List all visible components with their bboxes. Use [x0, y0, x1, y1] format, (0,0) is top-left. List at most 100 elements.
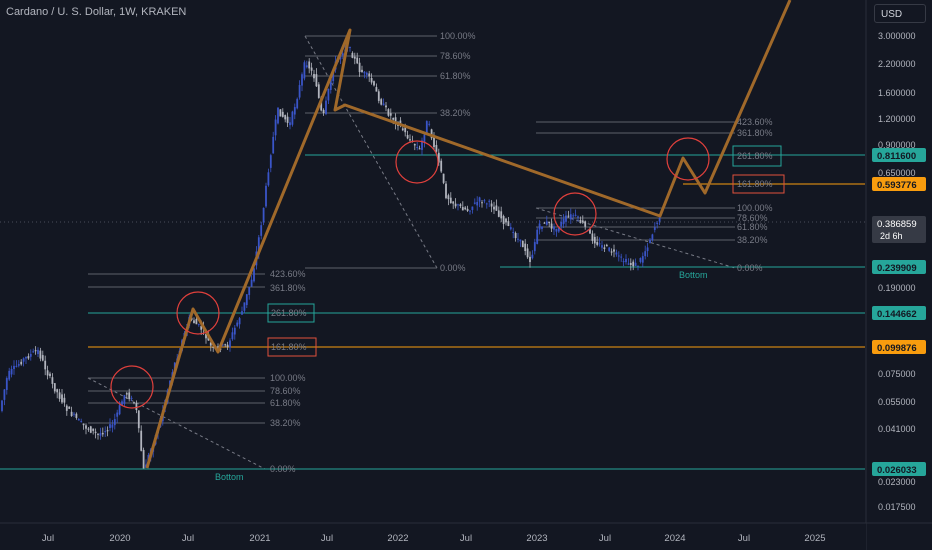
candle-body [253, 268, 255, 282]
candle-body [128, 392, 131, 400]
fib-2021-label-0: 0.00% [440, 263, 466, 273]
fib-2020-lines [88, 273, 265, 424]
candle-body [433, 135, 435, 148]
candle-body [425, 121, 428, 135]
candle-body [567, 215, 570, 217]
candle-body [541, 226, 543, 229]
candle-body [521, 240, 524, 248]
candle-body [658, 217, 661, 222]
candle-body [627, 263, 630, 265]
candle-body [10, 368, 13, 375]
candle-body [377, 91, 380, 101]
candle-body [473, 202, 476, 204]
candle-body [622, 261, 625, 263]
fib-2023-label-786: 78.60% [737, 213, 768, 223]
candle-body [56, 389, 59, 393]
candle-body [440, 160, 443, 172]
candle-body [351, 52, 354, 58]
candle-body [610, 251, 613, 253]
badge-countdown: 2d 6h [880, 231, 903, 241]
candle-body [250, 279, 253, 287]
candle-body [279, 109, 282, 117]
candle-body [353, 56, 356, 59]
candle-body [248, 287, 251, 295]
candle-body [358, 62, 361, 73]
symbol-title: Cardano / U. S. Dollar, 1W, KRAKEN [6, 6, 187, 18]
candle-body [94, 431, 97, 433]
candle-body [80, 421, 83, 423]
candle-body [310, 67, 313, 71]
candle-body [13, 365, 15, 370]
fib-2023-label-100: 100.00% [737, 203, 773, 213]
candle-body [461, 207, 464, 211]
candle-body [286, 116, 289, 123]
time-axis-panel[interactable] [0, 523, 866, 550]
fib-2020-label-786: 78.60% [270, 386, 301, 396]
candle-body [325, 100, 327, 115]
candle-body [392, 117, 395, 120]
badge-0811600: 0.811600 [877, 151, 916, 162]
fib-2020-label-3618: 361.80% [270, 283, 306, 293]
candle-body [70, 411, 73, 416]
candle-body [137, 410, 140, 429]
price-tick-0.055: 0.055000 [878, 397, 916, 407]
candle-body [209, 342, 212, 346]
candle-body [589, 229, 591, 234]
candle-body [123, 395, 126, 404]
candle-body [538, 223, 541, 230]
fib-2023-label-4236: 423.60% [737, 117, 773, 127]
candle-body [370, 78, 373, 83]
candle-body [135, 402, 138, 411]
candle-body [49, 373, 51, 377]
candle-body [269, 155, 272, 168]
price-tick-1.2: 1.200000 [878, 114, 916, 124]
candle-body [584, 221, 587, 227]
badge-0593776: 0.593776 [877, 180, 917, 191]
candle-body [524, 243, 527, 252]
price-tick-0.023: 0.023000 [878, 477, 916, 487]
candle-body [394, 117, 397, 124]
fib-2020-label-2618: 261.80% [271, 308, 307, 318]
candle-body [478, 197, 481, 202]
candle-body [476, 201, 479, 206]
time-tick-2024: 2024 [664, 533, 685, 544]
fib-2023-label-1618: 161.80% [737, 179, 773, 189]
candle-body [399, 120, 402, 126]
candle-body [329, 79, 332, 90]
candle-body [125, 393, 128, 395]
fib-2020-green-box [267, 303, 315, 323]
fib-2020-label-618: 61.80% [270, 398, 301, 408]
candle-body [58, 392, 61, 399]
fib-2020-label-382: 38.20% [270, 418, 301, 428]
candle-body [560, 221, 563, 227]
bottom-2023-label: Bottom [679, 270, 708, 280]
candle-body [550, 223, 553, 229]
candle-body [459, 204, 462, 207]
fib-2023-label-618: 61.80% [737, 222, 768, 232]
candle-body [289, 122, 291, 126]
candle-body [485, 203, 488, 205]
candle-body [274, 119, 277, 136]
currency-button[interactable]: USD [874, 4, 926, 23]
candle-body [212, 346, 215, 348]
bottom-2020-label: Bottom [215, 472, 244, 482]
candle-body [65, 405, 68, 411]
candle-body [454, 203, 457, 207]
candle-body [99, 433, 102, 436]
candle-body [363, 71, 366, 74]
candle-body [435, 145, 438, 152]
candle-body [205, 334, 207, 339]
candle-body [116, 412, 119, 417]
fib-2020-label-100: 100.00% [270, 373, 306, 383]
candle-body [193, 320, 195, 324]
candle-body [322, 109, 325, 114]
time-tick-2020: 2020 [109, 533, 130, 544]
time-tick-jul-2019: Jul [42, 533, 54, 544]
candle-body [89, 426, 92, 433]
candle-body [569, 214, 572, 220]
candle-body [596, 242, 599, 245]
fib-2023-green-box [732, 145, 782, 167]
candle-body [526, 248, 529, 258]
candle-body [17, 364, 20, 366]
